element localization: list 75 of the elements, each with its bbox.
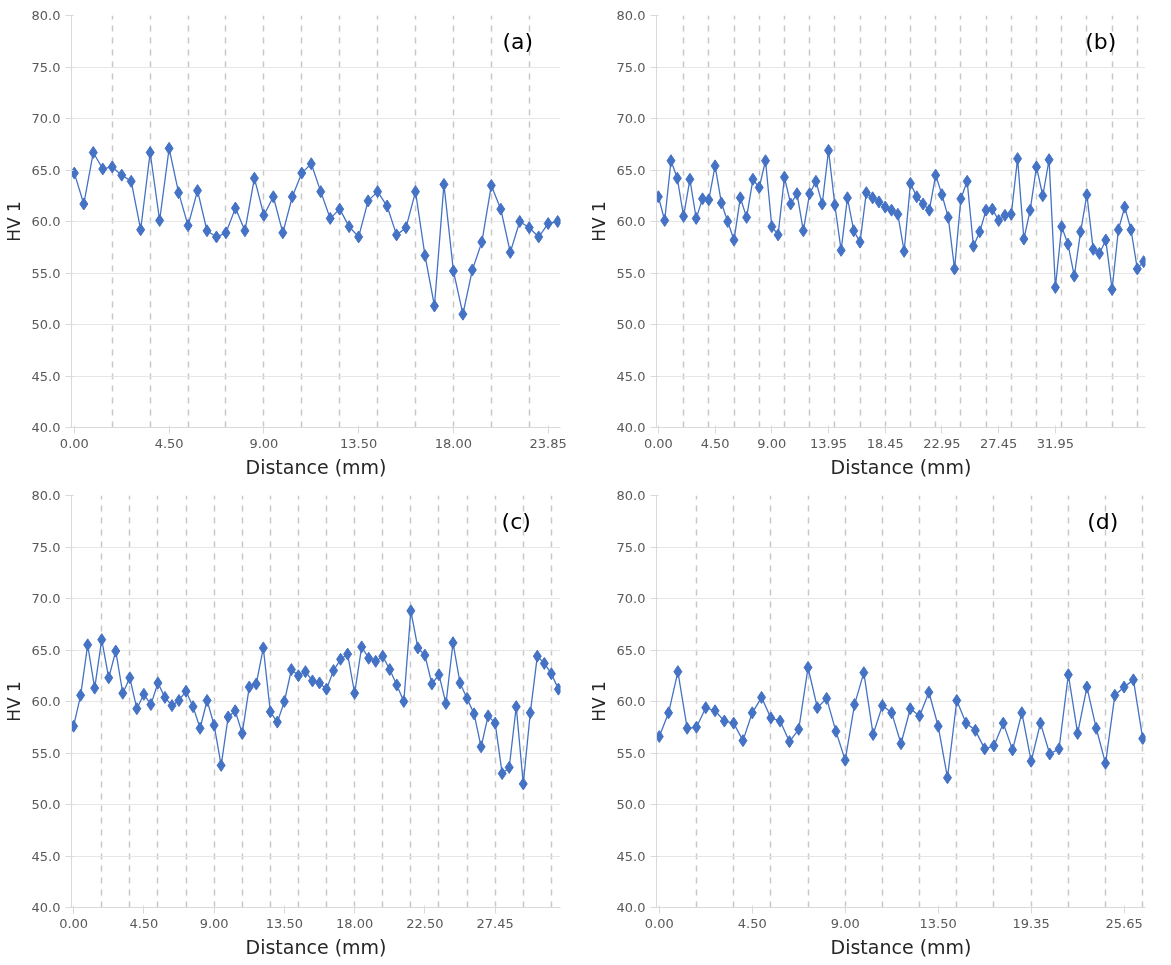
y-tick-label: 50.0 [31, 317, 61, 332]
y-tick-label: 55.0 [616, 745, 646, 761]
x-tick-label: 22.50 [406, 915, 444, 931]
y-tick-label: 55.0 [31, 745, 61, 761]
y-tick-label: 75.0 [31, 59, 61, 75]
x-tick-label: 0.00 [643, 435, 673, 451]
text: (a) [502, 28, 534, 54]
y-tick-label: 50.0 [616, 317, 646, 332]
y-tick-label: 55.0 [31, 265, 61, 281]
y-tick-label: 70.0 [31, 591, 61, 606]
x-tick-label: 4.50 [129, 915, 159, 931]
y-tick-label: 70.0 [31, 111, 61, 126]
x-tick-label: 19.35 [1012, 915, 1050, 931]
y-axis-title: HV 1 [588, 681, 609, 722]
y-tick-label: 75.0 [616, 539, 646, 555]
y-tick-label: 75.0 [616, 59, 646, 75]
x-tick-label: 18.45 [866, 435, 904, 451]
x-tick-label: 13.95 [809, 435, 848, 451]
x-tick-label: 22.95 [923, 435, 961, 451]
y-tick-label: 65.0 [31, 162, 61, 178]
y-tick-label: 45.0 [31, 368, 61, 384]
y-tick-label: 60.0 [31, 214, 61, 229]
y-tick-label: 40.0 [616, 900, 646, 915]
y-tick-label: 70.0 [616, 591, 646, 606]
x-tick-label: 0.00 [59, 435, 89, 451]
x-tick-label: 25.65 [1105, 915, 1143, 931]
y-tick-label: 60.0 [616, 214, 646, 229]
x-tick-label: 31.95 [1036, 435, 1074, 451]
y-tick-label: 80.0 [616, 8, 646, 23]
y-axis-title: HV 1 [3, 201, 24, 242]
text: (c) [501, 508, 531, 534]
y-tick-label: 80.0 [31, 8, 61, 23]
x-axis-title: Distance (mm) [830, 935, 972, 958]
y-tick-label: 70.0 [616, 111, 646, 126]
y-tick-label: 80.0 [616, 488, 646, 503]
y-tick-label: 40.0 [616, 420, 646, 435]
x-tick-label: 9.00 [757, 435, 787, 451]
text: (b) [1085, 28, 1117, 54]
x-tick-label: 9.00 [199, 915, 229, 931]
y-tick-label: 45.0 [616, 368, 646, 384]
y-axis-title: HV 1 [588, 201, 609, 242]
y-tick-label: 50.0 [31, 797, 61, 812]
x-tick-label: 18.00 [434, 435, 473, 451]
x-tick-label: 4.50 [700, 435, 730, 451]
x-axis-title: Distance (mm) [245, 935, 387, 958]
x-tick-label: 27.45 [476, 915, 514, 931]
x-tick-label: 9.00 [249, 435, 279, 451]
x-tick-label: 4.50 [154, 435, 184, 451]
x-tick-label: 18.00 [336, 915, 374, 931]
y-tick-label: 45.0 [31, 848, 61, 864]
y-tick-label: 60.0 [31, 694, 61, 709]
x-tick-label: 23.85 [529, 435, 567, 451]
x-tick-label: 9.00 [830, 915, 860, 931]
y-axis-title: HV 1 [3, 681, 24, 722]
x-tick-label: 0.00 [59, 915, 89, 931]
x-tick-label: 13.50 [265, 915, 303, 931]
x-axis-title: Distance (mm) [245, 455, 387, 478]
y-tick-label: 65.0 [616, 642, 646, 658]
y-tick-label: 40.0 [31, 420, 61, 435]
x-tick-label: 13.50 [340, 435, 378, 451]
x-tick-label: 13.50 [919, 915, 957, 931]
y-tick-label: 55.0 [616, 265, 646, 281]
text: (d) [1087, 508, 1119, 534]
y-tick-label: 40.0 [31, 900, 61, 915]
x-tick-label: 4.50 [737, 915, 767, 931]
x-tick-label: 0.00 [644, 915, 674, 931]
y-tick-label: 75.0 [31, 539, 61, 555]
x-axis-title: Distance (mm) [830, 455, 972, 478]
x-tick-label: 27.45 [980, 435, 1018, 451]
y-tick-label: 60.0 [616, 694, 646, 709]
y-tick-label: 80.0 [31, 488, 61, 503]
y-tick-label: 50.0 [616, 797, 646, 812]
y-tick-label: 65.0 [31, 642, 61, 658]
y-tick-label: 65.0 [616, 162, 646, 178]
y-tick-label: 45.0 [616, 848, 646, 864]
